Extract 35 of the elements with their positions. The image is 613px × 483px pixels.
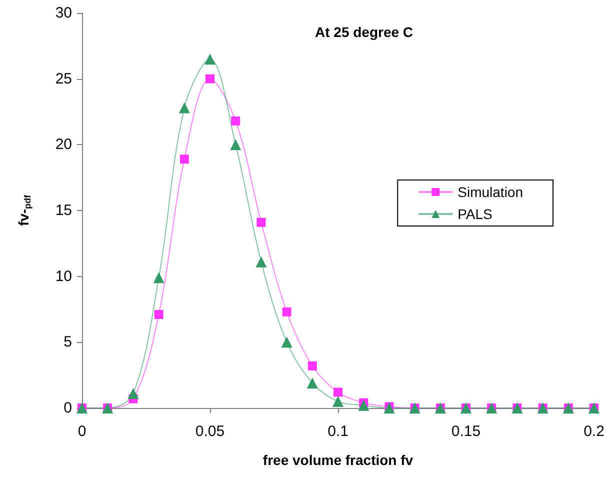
x-tick-label: 0.2 — [584, 423, 604, 440]
point — [128, 388, 139, 400]
legend-label: Simulation — [458, 184, 524, 200]
point — [231, 116, 240, 126]
point — [204, 54, 216, 65]
x-tick-label: 0.15 — [451, 423, 481, 440]
y-tick-label: 20 — [55, 136, 72, 154]
point — [282, 307, 292, 316]
y-tick-label: 25 — [55, 70, 72, 88]
point — [153, 272, 164, 284]
y-axis-title: fv-pdf — [16, 194, 32, 226]
y-tick-label: 15 — [55, 202, 72, 219]
y-tick-label: 30 — [55, 4, 72, 22]
point — [256, 218, 266, 227]
point — [154, 310, 164, 320]
point — [306, 377, 318, 388]
legend-label: PALS — [458, 206, 492, 222]
text: At 25 degree C — [315, 24, 414, 40]
point — [256, 256, 267, 268]
y-tick-label: 10 — [55, 268, 72, 285]
x-tick-label: 0.1 — [328, 423, 348, 440]
x-tick-label: 0.05 — [195, 423, 225, 440]
y-tick-label: 0 — [64, 400, 72, 416]
point — [206, 74, 214, 84]
x-axis-title: free volume fraction fv — [262, 452, 414, 468]
point — [334, 388, 342, 397]
point — [358, 400, 370, 411]
point — [332, 396, 344, 407]
point — [281, 336, 292, 348]
point — [230, 139, 242, 150]
x-tick-label: 0 — [78, 423, 86, 440]
point — [180, 154, 189, 164]
y-tick-label: 5 — [64, 334, 72, 351]
point — [178, 102, 190, 114]
point — [308, 361, 317, 370]
